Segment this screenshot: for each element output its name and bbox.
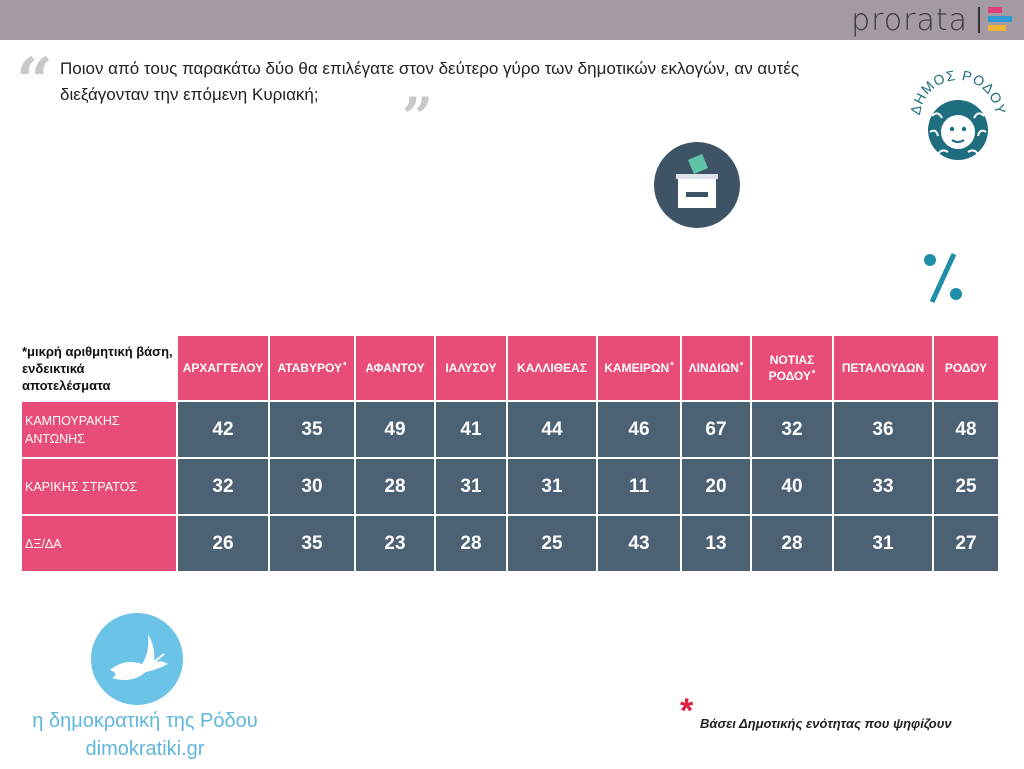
col-header-notias-rodou: ΝΟΤΙΑΣ ΡΟΔΟΥ• [752,336,832,400]
col-header-kallitheas: ΚΑΛΛΙΘΕΑΣ [508,336,596,400]
col-header-kameiron: ΚΑΜΕΙΡΩΝ• [598,336,680,400]
table-cell: 33 [834,459,932,514]
open-quote-mark: “ [16,44,53,119]
table-cell: 31 [834,516,932,571]
table-row: ΔΞ/ΔΑ 26 35 23 28 25 43 13 28 31 27 [22,516,998,571]
table-cell: 67 [682,402,750,457]
top-bar: prorata [0,0,1024,40]
table-cell: 31 [508,459,596,514]
table-corner-note: *μικρή αριθμητική βάση, ενδεικτικά αποτε… [22,336,176,400]
col-header-afantou: ΑΦΑΝΤΟΥ [356,336,434,400]
table-cell: 41 [436,402,506,457]
col-header-rodou: ΡΟΔΟΥ [934,336,998,400]
site-title: η δημοκρατική της Ρόδου [32,710,258,732]
brand-separator [978,7,980,33]
table-cell: 35 [270,402,354,457]
site-url[interactable]: dimokratiki.gr [85,738,205,760]
table-cell: 23 [356,516,434,571]
results-table: *μικρή αριθμητική βάση, ενδεικτικά αποτε… [20,334,1000,573]
ballot-box-icon [654,142,740,228]
table-cell: 49 [356,402,434,457]
footnote-star: * [680,692,694,730]
poll-question: Ποιον από τους παρακάτω δύο θα επιλέγατε… [60,59,800,104]
row-header-kampourakis: ΚΑΜΠΟΥΡΑΚΗΣ ΑΝΤΩΝΗΣ [22,402,176,457]
table-cell: 44 [508,402,596,457]
table-cell: 30 [270,459,354,514]
table-cell: 13 [682,516,750,571]
table-cell: 25 [934,459,998,514]
table-cell: 28 [356,459,434,514]
table-row: ΚΑΜΠΟΥΡΑΚΗΣ ΑΝΤΩΝΗΣ 42 35 49 41 44 46 67… [22,402,998,457]
table-cell: 11 [598,459,680,514]
table-cell: 26 [178,516,268,571]
close-quote-mark: ” [402,85,434,149]
col-header-archaggelou: ΑΡΧΑΓΓΕΛΟΥ [178,336,268,400]
table-cell: 32 [752,402,832,457]
table-cell: 48 [934,402,998,457]
table-cell: 40 [752,459,832,514]
table-cell: 20 [682,459,750,514]
table-cell: 36 [834,402,932,457]
medusa-head-icon: ΔΗΜΟΣ ΡΟΔΟΥ [908,67,1008,160]
row-header-dont-know: ΔΞ/ΔΑ [22,516,176,571]
table-cell: 43 [598,516,680,571]
row-header-karikis: ΚΑΡΙΚΗΣ ΣΤΡΑΤΟΣ [22,459,176,514]
col-header-lindion: ΛΙΝΔΙΩΝ• [682,336,750,400]
dove-logo-icon [91,613,183,705]
table-cell: 28 [436,516,506,571]
table-cell: 27 [934,516,998,571]
table-cell: 42 [178,402,268,457]
table-cell: 28 [752,516,832,571]
footnote-text: Βάσει Δημοτικής ενότητας που ψηφίζουν [700,716,952,731]
table-cell: 35 [270,516,354,571]
table-cell: 31 [436,459,506,514]
col-header-atavyrou: ΑΤΑΒΥΡΟΥ• [270,336,354,400]
col-header-petaloudon: ΠΕΤΑΛΟΥΔΩΝ [834,336,932,400]
col-header-ialysou: ΙΑΛΥΣΟΥ [436,336,506,400]
brand-bars-icon [988,7,1012,33]
table-row: ΚΑΡΙΚΗΣ ΣΤΡΑΤΟΣ 32 30 28 31 31 11 20 40 … [22,459,998,514]
brand-logo-text: prorata [851,2,968,38]
table-cell: 32 [178,459,268,514]
percent-icon [918,250,968,306]
table-cell: 25 [508,516,596,571]
table-cell: 46 [598,402,680,457]
